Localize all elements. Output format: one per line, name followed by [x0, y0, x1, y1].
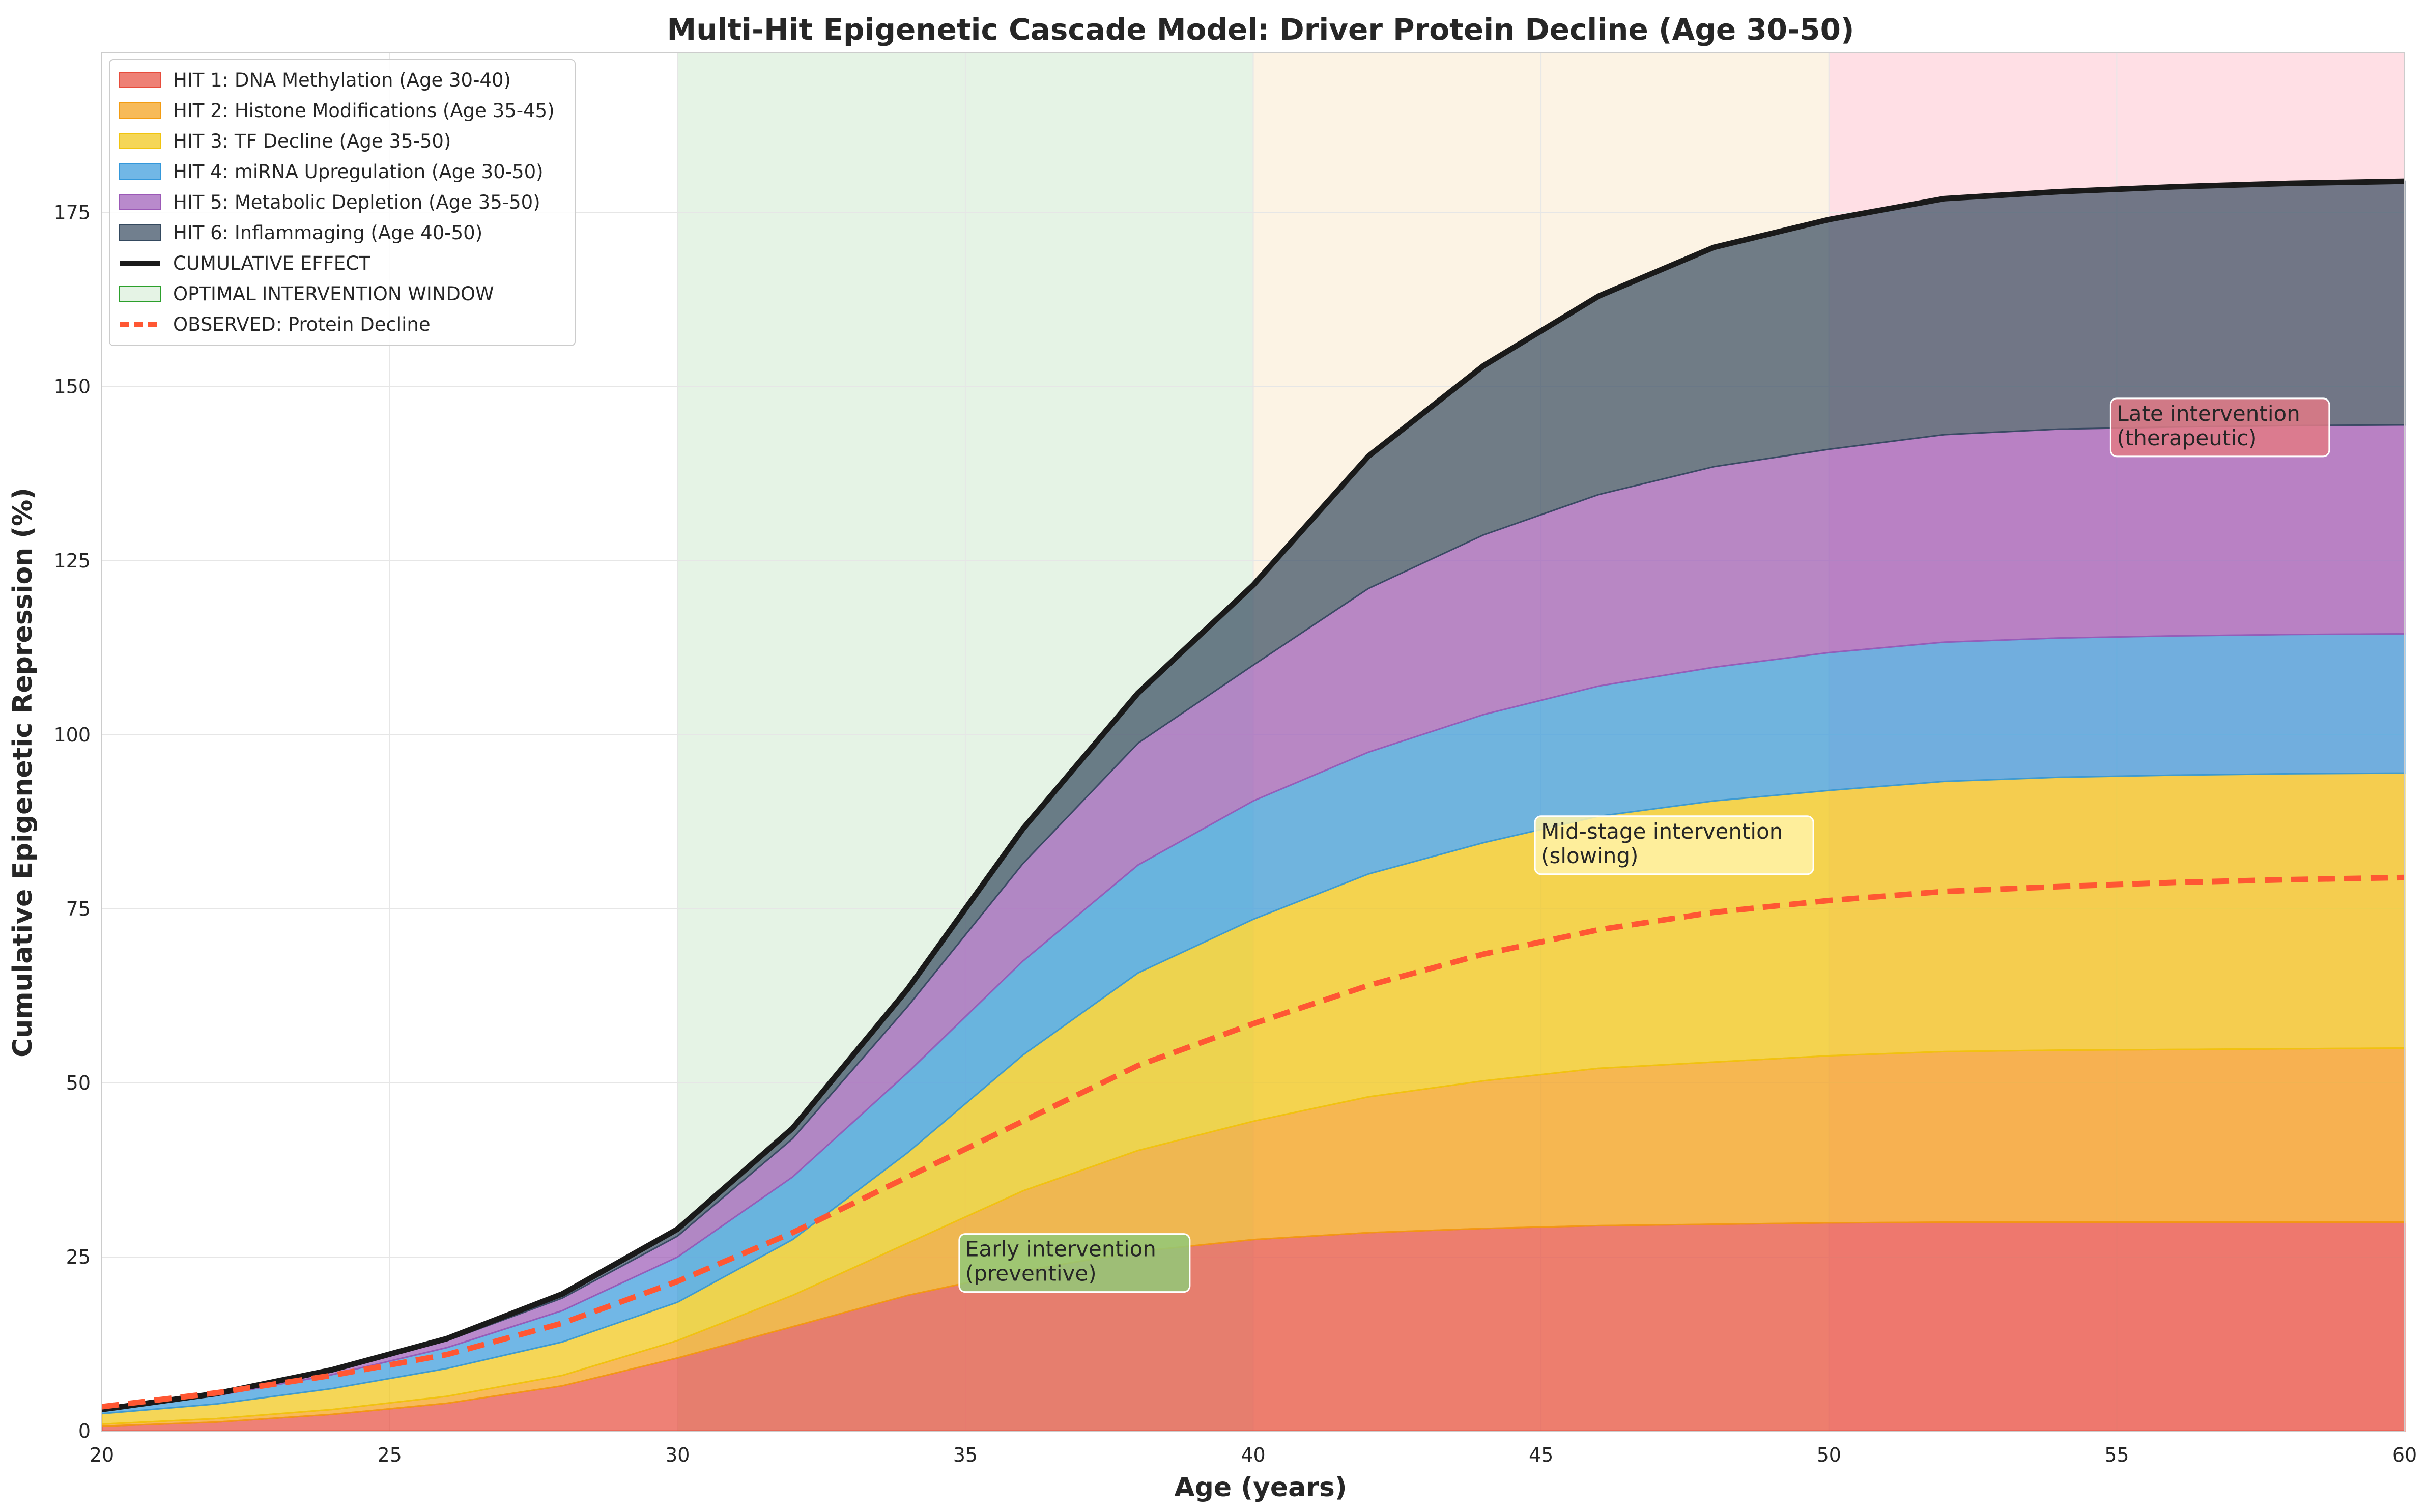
- annotation-text: (therapeutic): [2117, 425, 2257, 450]
- legend-swatch: [119, 163, 161, 180]
- legend-entry: HIT 3: TF Decline (Age 35-50): [119, 130, 451, 152]
- legend-swatch: [119, 72, 161, 88]
- legend-swatch: [119, 194, 161, 210]
- annotation-2: Mid-stage intervention(slowing): [1534, 815, 1814, 875]
- x-tick-label: 35: [953, 1444, 978, 1466]
- x-tick-label: 60: [2392, 1444, 2417, 1466]
- y-tick-label: 150: [53, 376, 91, 398]
- legend-label: OPTIMAL INTERVENTION WINDOW: [173, 283, 494, 305]
- x-tick-label: 55: [2104, 1444, 2129, 1466]
- annotation-box: [2109, 397, 2330, 458]
- annotation-box: [958, 1233, 1191, 1293]
- x-tick-label: 25: [377, 1444, 402, 1466]
- legend-entry: CUMULATIVE EFFECT: [120, 252, 370, 274]
- legend-label: HIT 5: Metabolic Depletion (Age 35-50): [173, 191, 540, 213]
- legend-label: HIT 3: TF Decline (Age 35-50): [173, 130, 451, 152]
- legend-label: HIT 1: DNA Methylation (Age 30-40): [173, 69, 511, 91]
- annotation-text: Mid-stage intervention: [1541, 819, 1783, 844]
- legend-label: CUMULATIVE EFFECT: [173, 252, 370, 274]
- x-tick-label: 45: [1529, 1444, 1553, 1466]
- legend-label: HIT 2: Histone Modifications (Age 35-45): [173, 100, 555, 122]
- legend-swatch: [119, 224, 161, 241]
- x-axis-label: Age (years): [1174, 1472, 1347, 1503]
- observed-decline-line: [101, 874, 2405, 1410]
- chart-title: Multi-Hit Epigenetic Cascade Model: Driv…: [667, 12, 1854, 47]
- legend-swatch: [119, 102, 161, 119]
- legend-swatch: [119, 133, 161, 149]
- annotation-1: Early intervention(preventive): [958, 1233, 1191, 1293]
- legend-entry: HIT 5: Metabolic Depletion (Age 35-50): [119, 191, 540, 213]
- y-tick-label: 0: [78, 1420, 91, 1442]
- annotation-box: [1534, 815, 1814, 875]
- y-tick-label: 75: [66, 898, 91, 920]
- legend-entry: HIT 2: Histone Modifications (Age 35-45): [119, 100, 555, 122]
- legend-label: OBSERVED: Protein Decline: [173, 313, 431, 335]
- annotation-text: (slowing): [1541, 843, 1638, 868]
- plot-frame: [101, 52, 2405, 1432]
- x-tick-label: 20: [90, 1444, 114, 1466]
- legend-entry: OBSERVED: Protein Decline: [120, 313, 431, 335]
- annotation-text: (preventive): [965, 1261, 1097, 1286]
- y-tick-label: 125: [53, 550, 91, 572]
- legend-swatch: [119, 286, 161, 302]
- x-tick-label: 50: [1817, 1444, 1841, 1466]
- legend-entry: HIT 6: Inflammaging (Age 40-50): [119, 222, 482, 244]
- x-tick-label: 40: [1241, 1444, 1265, 1466]
- x-tick-label: 30: [665, 1444, 690, 1466]
- y-tick-label: 175: [53, 202, 91, 224]
- legend-entry: HIT 1: DNA Methylation (Age 30-40): [119, 69, 511, 91]
- y-tick-label: 100: [53, 724, 91, 746]
- annotation-text: Late intervention: [2117, 401, 2300, 426]
- cumulative-effect-line: [101, 178, 2405, 1413]
- legend-label: HIT 6: Inflammaging (Age 40-50): [173, 222, 482, 244]
- annotation-3: Late intervention(therapeutic): [2109, 397, 2330, 458]
- annotation-text: Early intervention: [965, 1237, 1156, 1262]
- legend-entry: OPTIMAL INTERVENTION WINDOW: [119, 283, 494, 305]
- y-axis-label: Cumulative Epigenetic Repression (%): [8, 488, 38, 1058]
- y-tick-label: 25: [66, 1246, 91, 1268]
- legend-label: HIT 4: miRNA Upregulation (Age 30-50): [173, 161, 544, 183]
- legend-entry: HIT 4: miRNA Upregulation (Age 30-50): [119, 161, 544, 183]
- y-tick-label: 50: [66, 1072, 91, 1094]
- legend-box: [109, 59, 576, 346]
